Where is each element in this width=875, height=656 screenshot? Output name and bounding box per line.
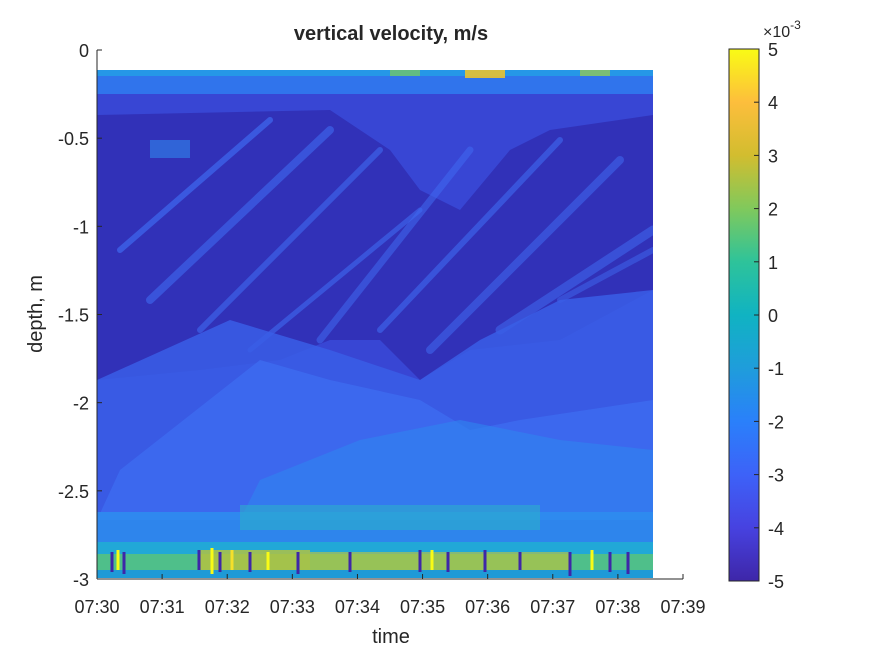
y-tick-label: -2.5 — [58, 482, 89, 502]
x-tick-label: 07:39 — [660, 597, 705, 617]
y-axis-label: depth, m — [25, 275, 47, 353]
y-tick-label: 0 — [79, 41, 89, 61]
colorbar-tick-label: 5 — [768, 40, 778, 60]
heatmap-lower-gradient — [97, 290, 653, 520]
colorbar-tick-label: 2 — [768, 200, 778, 220]
colorbar-tick-label: 3 — [768, 146, 778, 166]
y-tick-label: -1 — [73, 217, 89, 237]
colorbar-multiplier-base: ×10 — [763, 24, 790, 41]
y-tick-label: -0.5 — [58, 129, 89, 149]
heatmap-surface-band — [97, 70, 653, 158]
colorbar-tick-label: -1 — [768, 359, 784, 379]
colorbar-tick-label: -5 — [768, 572, 784, 592]
x-tick-label: 07:35 — [400, 597, 445, 617]
colorbar-multiplier-exponent: -3 — [790, 18, 801, 32]
colorbar-tick-label: 0 — [768, 306, 778, 326]
colorbar-ticks: 5 4 3 2 1 0 -1 -2 -3 -4 -5 — [754, 40, 784, 592]
chart-title: vertical velocity, m/s — [294, 23, 488, 45]
heatmap-light-stripes — [117, 117, 653, 354]
heatmap-field — [97, 70, 653, 578]
colorbar-tick-label: -3 — [768, 466, 784, 486]
colorbar-tick-label: -2 — [768, 412, 784, 432]
x-tick-label: 07:32 — [205, 597, 250, 617]
x-tick-label: 07:33 — [270, 597, 315, 617]
y-tick-label: -2 — [73, 394, 89, 414]
colorbar-tick-label: 1 — [768, 253, 778, 273]
x-ticks: 07:30 07:31 07:32 07:33 07:34 07:35 07:36 07:37… — [74, 574, 706, 617]
axes: 0 -0.5 -1 -1.5 -2 -2.5 -3 07:30 07:31 07:32 07:33… — [58, 41, 706, 617]
x-tick-label: 07:34 — [335, 597, 380, 617]
colorbar-multiplier: ×10-3 — [763, 18, 801, 41]
x-axis-label: time — [372, 626, 410, 648]
colorbar-tick-label: -4 — [768, 519, 784, 539]
y-tick-label: -3 — [73, 570, 89, 590]
colorbar-tick-label: 4 — [768, 93, 778, 113]
x-tick-label: 07:38 — [595, 597, 640, 617]
y-ticks: 0 -0.5 -1 -1.5 -2 -2.5 -3 — [58, 41, 102, 590]
x-tick-label: 07:30 — [74, 597, 119, 617]
heatmap-bottom-band — [97, 505, 653, 578]
x-tick-label: 07:31 — [140, 597, 185, 617]
x-tick-label: 07:37 — [530, 597, 575, 617]
y-tick-label: -1.5 — [58, 306, 89, 326]
x-tick-label: 07:36 — [465, 597, 510, 617]
heatmap-bottom-spikes — [110, 548, 630, 576]
